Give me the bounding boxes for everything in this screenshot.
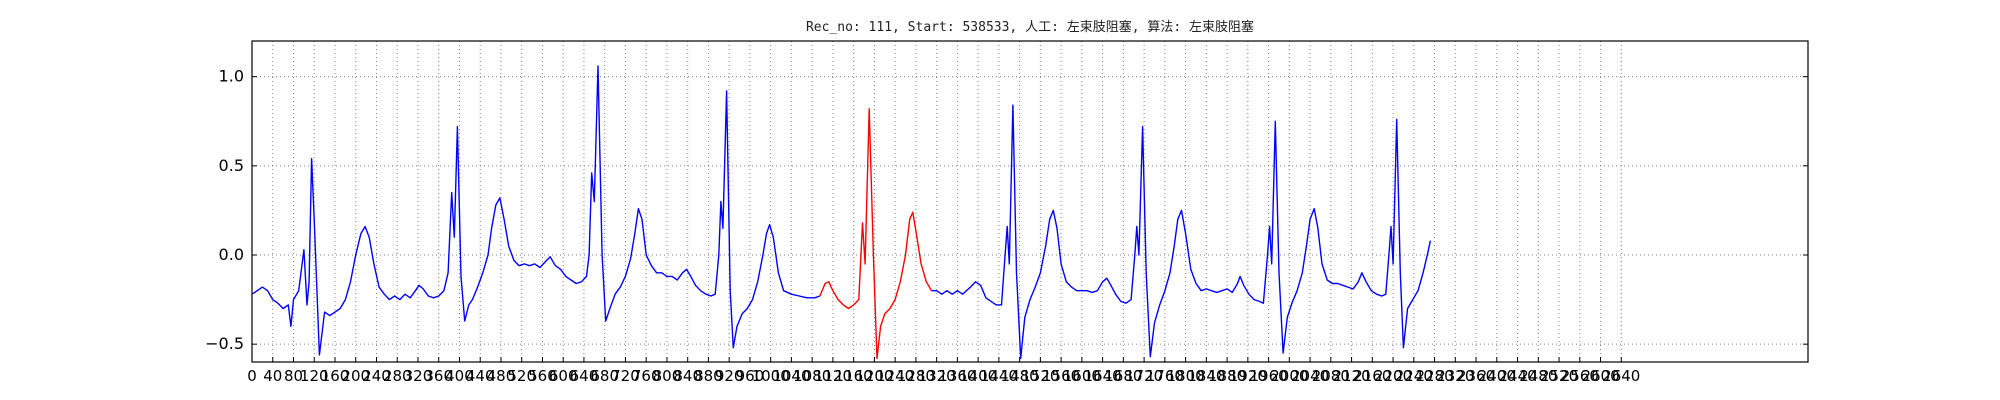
- axes: 0 40 8012016020024028032036040044048052056…: [205, 67, 1808, 385]
- ecg-series-line-3: [931, 104, 1432, 360]
- x-tick-label: 1120: [814, 367, 852, 385]
- plot-frame: [251, 40, 1809, 363]
- x-tick-label: 880: [694, 367, 723, 385]
- y-tick-label: 0.0: [219, 245, 244, 264]
- x-tick-label: 200: [341, 367, 370, 385]
- x-tick-label: 1160: [835, 367, 873, 385]
- x-tick-label: 2360: [1457, 367, 1495, 385]
- x-tick-label: 2320: [1436, 367, 1474, 385]
- grid: [252, 41, 1808, 362]
- x-tick-label: 1840: [1187, 367, 1225, 385]
- y-tick-label: −0.5: [205, 334, 244, 353]
- x-tick-label: 600: [549, 367, 578, 385]
- x-tick-label: 1560: [1042, 367, 1080, 385]
- x-tick-label: 1880: [1208, 367, 1246, 385]
- x-tick-label: 1320: [918, 367, 956, 385]
- x-tick-label: 2040: [1291, 367, 1329, 385]
- x-tick-label: 680: [590, 367, 619, 385]
- x-tick-label: 2520: [1540, 367, 1578, 385]
- x-tick-label: 360: [424, 367, 453, 385]
- x-tick-label: 1240: [876, 367, 914, 385]
- x-tick-label: 1400: [959, 367, 997, 385]
- x-tick-label: 0: [247, 367, 257, 385]
- x-tick-label: 560: [528, 367, 557, 385]
- x-tick-label: 960: [736, 367, 765, 385]
- x-tick-label: 1720: [1125, 367, 1163, 385]
- x-tick-label: 1760: [1146, 367, 1184, 385]
- x-tick-label: 2280: [1415, 367, 1453, 385]
- x-tick-label: 320: [404, 367, 433, 385]
- x-tick-label: 520: [507, 367, 536, 385]
- x-tick-label: 80: [284, 367, 303, 385]
- x-tick-label: 280: [383, 367, 412, 385]
- x-tick-label: 1920: [1229, 367, 1267, 385]
- x-tick-label: 240: [362, 367, 391, 385]
- x-tick-label: 2080: [1312, 367, 1350, 385]
- x-tick-label: 1200: [855, 367, 893, 385]
- x-tick-label: 1800: [1167, 367, 1205, 385]
- x-tick-label: 40: [263, 367, 282, 385]
- x-tick-label: 2600: [1581, 367, 1619, 385]
- x-tick-label: 1480: [1001, 367, 1039, 385]
- chart-title: Rec_no: 111, Start: 538533, 人工: 左束肢阻塞, 算…: [806, 19, 1254, 35]
- x-tick-label: 1520: [1021, 367, 1059, 385]
- x-tick-label: 760: [632, 367, 661, 385]
- x-tick-label: 640: [570, 367, 599, 385]
- x-tick-label: 720: [611, 367, 640, 385]
- x-tick-label: 2200: [1374, 367, 1412, 385]
- x-tick-label: 840: [673, 367, 702, 385]
- x-tick-label: 440: [466, 367, 495, 385]
- x-tick-label: 1280: [897, 367, 935, 385]
- y-tick-label: 1.0: [219, 67, 244, 86]
- x-tick-label: 2400: [1478, 367, 1516, 385]
- ecg-series-line-2: [819, 108, 933, 360]
- x-tick-label: 2640: [1602, 367, 1640, 385]
- x-tick-label: 1000: [752, 367, 790, 385]
- x-tick-label: 400: [445, 367, 474, 385]
- x-tick-label: 1960: [1249, 367, 1287, 385]
- x-tick-label: 2560: [1561, 367, 1599, 385]
- x-tick-label: 160: [321, 367, 350, 385]
- x-tick-label: 2120: [1332, 367, 1370, 385]
- ecg-series-line-1: [251, 65, 821, 356]
- x-tick-label: 920: [715, 367, 744, 385]
- plot-series: [251, 65, 1432, 360]
- x-tick-label: 120: [300, 367, 329, 385]
- x-tick-label: 2000: [1270, 367, 1308, 385]
- x-tick-label: 2240: [1395, 367, 1433, 385]
- x-tick-label: 800: [653, 367, 682, 385]
- x-tick-label: 2440: [1498, 367, 1536, 385]
- x-tick-label: 2160: [1353, 367, 1391, 385]
- x-tick-label: 2480: [1519, 367, 1557, 385]
- y-tick-label: 0.5: [219, 156, 244, 175]
- x-tick-label: 480: [487, 367, 516, 385]
- x-tick-label: 1600: [1063, 367, 1101, 385]
- x-tick-label: 1640: [1084, 367, 1122, 385]
- x-tick-label: 1080: [793, 367, 831, 385]
- x-tick-label: 1680: [1104, 367, 1142, 385]
- x-tick-label: 1360: [938, 367, 976, 385]
- x-tick-label: 1440: [980, 367, 1018, 385]
- x-tick-label: 1040: [772, 367, 810, 385]
